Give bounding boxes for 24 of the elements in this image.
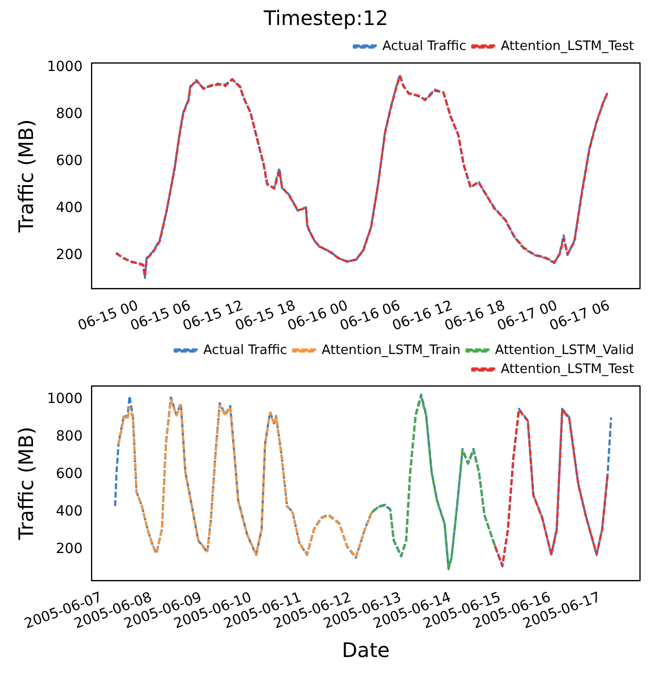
legend-label: Actual Traffic [203,342,288,358]
y-axis-title: Traffic (MB) [14,119,38,234]
y-tick-label: 800 [56,428,83,445]
y-tick-label: 800 [56,106,83,122]
y-tick-label: 200 [56,246,83,263]
legend-label: Actual Traffic [382,38,466,54]
legend-label: Attention_LSTM_Train [322,342,461,358]
y-tick-label: 1000 [46,391,83,408]
y-tick-label: 400 [56,504,83,520]
line-series [494,408,609,566]
legend-label: Attention_LSTM_Valid [495,342,634,358]
y-tick-label: 200 [56,541,83,558]
x-axis-title: Date [342,638,390,662]
line-series [117,398,373,558]
chart-title: Timestep:12 [262,6,388,30]
line-series [370,396,496,570]
legend-label: Attention_LSTM_Test [500,362,634,377]
y-tick-label: 400 [56,200,83,216]
line-series [114,394,612,570]
y-tick-label: 1000 [46,58,83,75]
y-tick-label: 600 [56,152,83,169]
legend-label: Attention_LSTM_Test [500,38,634,54]
y-axis-title: Traffic (MB) [14,426,38,541]
y-tick-label: 600 [56,466,83,482]
